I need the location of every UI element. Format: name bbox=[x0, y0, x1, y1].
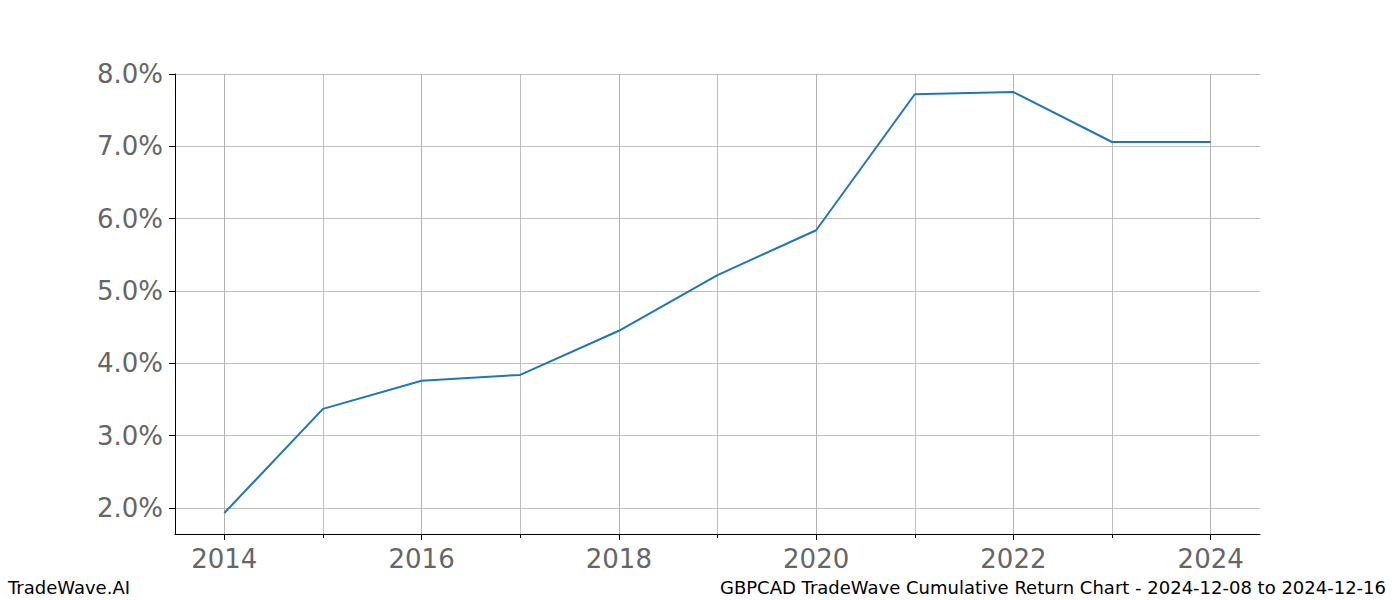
svg-text:2018: 2018 bbox=[586, 544, 652, 574]
svg-text:2016: 2016 bbox=[389, 544, 455, 574]
svg-text:2.0%: 2.0% bbox=[97, 493, 163, 523]
svg-text:2024: 2024 bbox=[1178, 544, 1244, 574]
svg-text:4.0%: 4.0% bbox=[97, 348, 163, 378]
svg-text:5.0%: 5.0% bbox=[97, 276, 163, 306]
svg-text:6.0%: 6.0% bbox=[97, 204, 163, 234]
svg-text:3.0%: 3.0% bbox=[97, 421, 163, 451]
svg-text:TradeWave.AI: TradeWave.AI bbox=[7, 577, 130, 598]
svg-text:8.0%: 8.0% bbox=[97, 59, 163, 89]
svg-text:2014: 2014 bbox=[191, 544, 257, 574]
svg-text:7.0%: 7.0% bbox=[97, 131, 163, 161]
svg-text:GBPCAD TradeWave Cumulative Re: GBPCAD TradeWave Cumulative Return Chart… bbox=[720, 577, 1386, 598]
svg-text:2022: 2022 bbox=[980, 544, 1046, 574]
svg-text:2020: 2020 bbox=[783, 544, 849, 574]
